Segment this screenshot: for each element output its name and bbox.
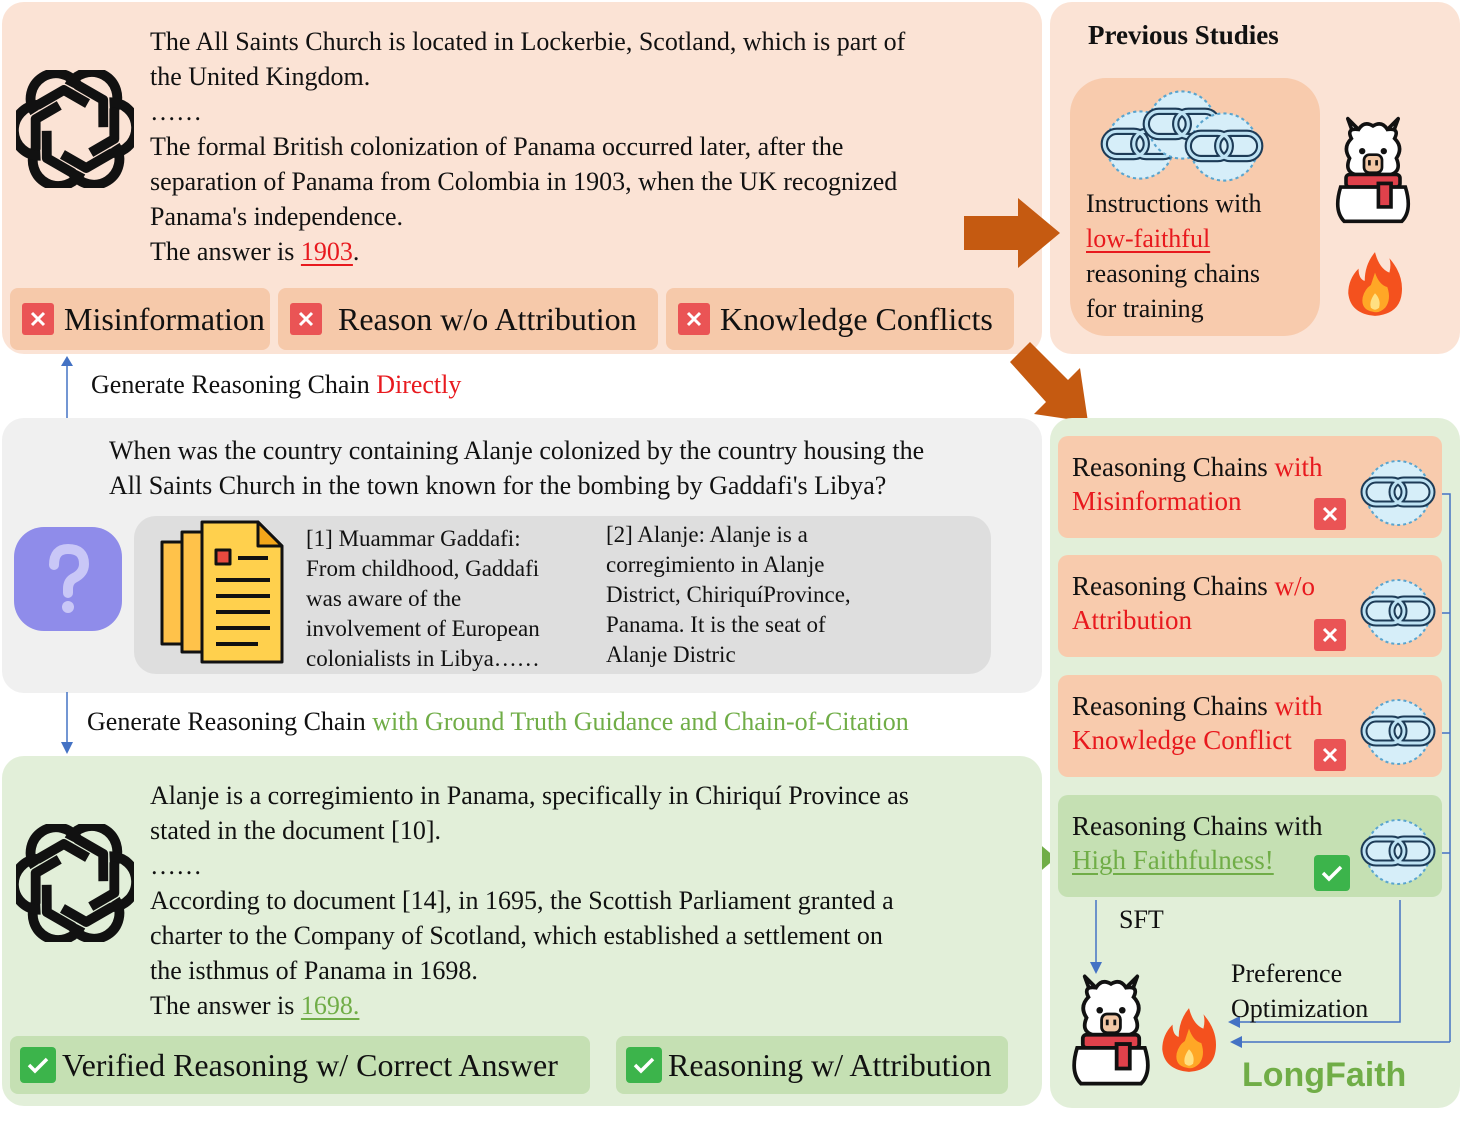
cross-icon: [22, 303, 54, 335]
text-line: ……: [150, 97, 202, 126]
document-1: [1] Muammar Gaddafi: From childhood, Gad…: [306, 526, 540, 671]
generate-directly-label: Generate Reasoning Chain Directly: [91, 370, 462, 399]
llama-icon: [1072, 974, 1150, 1086]
sft-label: SFT: [1119, 905, 1164, 934]
card-misinformation: Reasoning Chains with Misinformation: [1058, 436, 1442, 538]
document-2: [2] Alanje: Alanje is a corregimiento in…: [606, 522, 851, 667]
orange-arrow-diagonal: [1010, 342, 1088, 422]
cross-icon: [678, 303, 710, 335]
text-line: the isthmus of Panama in 1698.: [150, 956, 478, 985]
text-line: charter to the Company of Scotland, whic…: [150, 921, 883, 950]
preference-optimization-label: Preference Optimization: [1231, 959, 1369, 1023]
chain-links-icon: [1098, 88, 1266, 184]
llama-icon: [1335, 116, 1411, 224]
orange-arrow-right: [964, 198, 1060, 268]
question-text: When was the country containing Alanje c…: [109, 436, 925, 500]
text-line: According to document [14], in 1695, the…: [150, 886, 894, 915]
fire-icon: [1348, 252, 1402, 316]
text-line: the United Kingdom.: [150, 62, 371, 91]
text-line: The formal British colonization of Panam…: [150, 132, 844, 161]
cross-icon: [1314, 498, 1346, 530]
tag-verified-reasoning: Verified Reasoning w/ Correct Answer: [10, 1036, 590, 1094]
correct-answer: 1698.: [300, 991, 360, 1020]
check-icon: [1314, 855, 1350, 891]
tag-reason-without-attribution: Reason w/o Attribution: [278, 288, 658, 350]
check-icon: [20, 1047, 56, 1083]
text-line: separation of Panama from Colombia in 19…: [150, 167, 898, 196]
answer-line: The answer is 1903.: [150, 237, 360, 266]
text-line: The All Saints Church is located in Lock…: [150, 27, 906, 56]
up-arrow: [61, 356, 73, 418]
tag-reasoning-with-attribution: Reasoning w/ Attribution: [616, 1036, 1008, 1094]
guided-reasoning-text: Alanje is a corregimiento in Panama, spe…: [150, 778, 1030, 1023]
direct-reasoning-text: The All Saints Church is located in Lock…: [150, 24, 1030, 269]
cross-icon: [1314, 739, 1346, 771]
text-line: Panama's independence.: [150, 202, 404, 231]
check-icon: [626, 1047, 662, 1083]
openai-logo-icon: [16, 824, 134, 942]
down-arrow: [61, 692, 73, 754]
card-knowledge-conflict: Reasoning Chains with Knowledge Conflict: [1058, 675, 1442, 777]
text-line: ……: [150, 851, 202, 880]
generate-guided-label: Generate Reasoning Chain with Ground Tru…: [87, 707, 909, 736]
previous-studies-text: Instructions with low-faithful reasoning…: [1086, 189, 1262, 323]
tag-misinformation: Misinformation: [10, 288, 270, 350]
card-high-faithfulness: Reasoning Chains with High Faithfulness!: [1058, 795, 1442, 897]
text-line: Alanje is a corregimiento in Panama, spe…: [150, 781, 909, 810]
previous-studies-title: Previous Studies: [1088, 20, 1279, 50]
answer-line: The answer is 1698.: [150, 991, 360, 1020]
openai-logo-icon: [16, 70, 134, 188]
cross-icon: [1314, 619, 1346, 651]
card-without-attribution: Reasoning Chains w/o Attribution: [1058, 555, 1442, 657]
tag-knowledge-conflicts: Knowledge Conflicts: [666, 288, 1014, 350]
longfaith-brand: LongFaith: [1242, 1056, 1407, 1094]
low-faithful-label: low-faithful: [1086, 224, 1211, 253]
fire-icon: [1162, 1008, 1216, 1072]
question-mark-icon: [14, 527, 122, 631]
text-line: stated in the document [10].: [150, 816, 441, 845]
documents-icon: [160, 520, 284, 664]
flow-connectors: [1090, 493, 1451, 1048]
cross-icon: [290, 303, 322, 335]
wrong-answer: 1903: [300, 237, 353, 266]
